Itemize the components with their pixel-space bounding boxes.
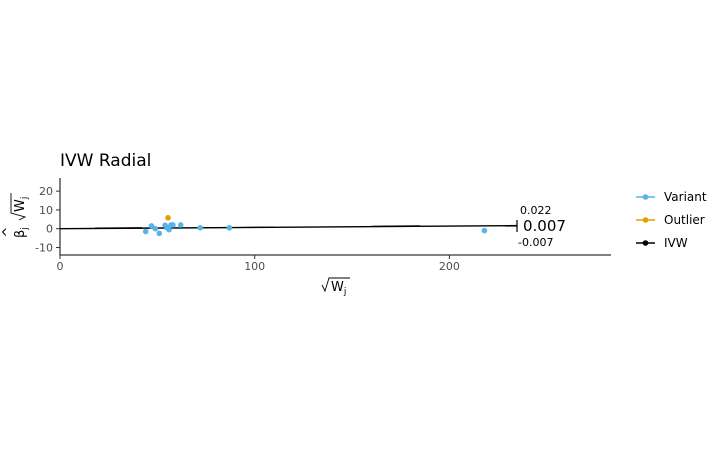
y-tick-label: -10 xyxy=(35,241,53,254)
sqrt-symbol xyxy=(321,277,350,293)
x-axis-title-text: Wj xyxy=(331,280,346,297)
variant-point xyxy=(197,224,203,231)
y-tick-label: 0 xyxy=(46,223,53,236)
x-tick-label: 0 xyxy=(57,260,64,273)
variant-point xyxy=(142,228,149,235)
axes: 0 100 200 -10 0 10 20 Wj βj^ Wj xyxy=(1,178,611,297)
plot-area xyxy=(59,215,518,237)
y-axis-title-text: βj xyxy=(13,227,30,238)
variant-point xyxy=(152,225,159,232)
variant-point xyxy=(166,226,172,233)
y-tick-label: 20 xyxy=(39,185,53,198)
legend-ivw: IVW xyxy=(636,236,688,250)
legend-key-dot xyxy=(642,217,649,223)
x-tick-label: 200 xyxy=(439,260,460,273)
legend-key-dot xyxy=(642,240,649,246)
legend-label: Variant xyxy=(664,190,707,204)
legend-key-dot xyxy=(642,194,649,200)
variant-point xyxy=(481,227,488,234)
chart-title: IVW Radial xyxy=(60,151,151,171)
legend-label: Outlier xyxy=(664,213,705,227)
y-tick-label: 10 xyxy=(39,204,53,217)
variant-point xyxy=(226,224,233,231)
variant-point xyxy=(177,222,184,228)
sqrt-symbol xyxy=(10,193,27,221)
legend-variant: Variant xyxy=(636,190,707,204)
x-tick-label: 100 xyxy=(244,260,265,273)
estimate-label: 0.007 xyxy=(523,217,566,235)
legend: Variant Outlier IVW xyxy=(636,190,707,250)
y-axis-title-w: Wj xyxy=(13,197,30,212)
hat-accent: ^ xyxy=(1,227,16,238)
outlier-point xyxy=(165,215,171,221)
legend-outlier: Outlier xyxy=(636,213,705,227)
legend-label: IVW xyxy=(664,236,688,250)
variant-point xyxy=(170,222,176,228)
ci-lower-label: -0.007 xyxy=(518,236,553,249)
ci-upper-label: 0.022 xyxy=(520,204,552,217)
y-axis-title: βj^ Wj xyxy=(1,193,30,238)
variant-point xyxy=(156,230,163,237)
variant-point xyxy=(148,223,155,229)
x-axis-title: Wj xyxy=(321,277,350,297)
